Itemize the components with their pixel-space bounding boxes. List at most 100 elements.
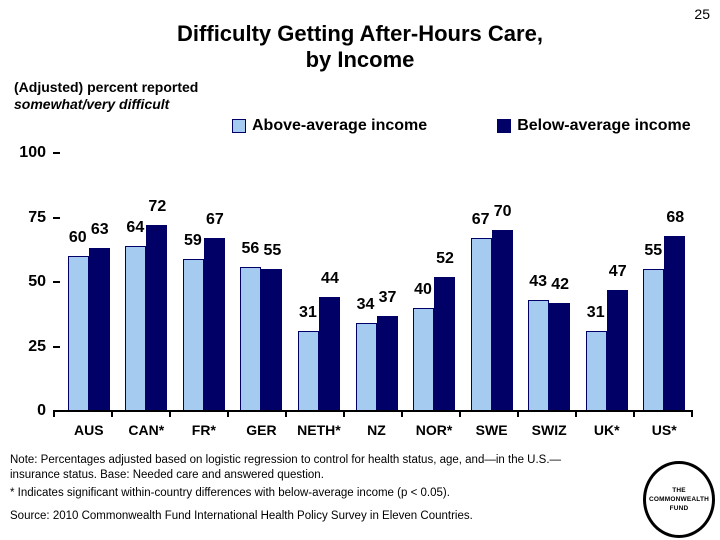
x-axis-ticks [53, 412, 693, 417]
bar-value-label: 47 [608, 262, 627, 280]
axis-caption: (Adjusted) percent reported somewhat/ver… [14, 79, 198, 113]
bar-above-average [240, 266, 262, 411]
bar-value-label: 42 [551, 275, 570, 293]
x-axis-line [53, 410, 693, 412]
x-axis-label: CAN* [128, 422, 165, 438]
x-tick-mark [691, 412, 693, 417]
bar-value-label: 31 [299, 304, 317, 322]
bar-group-nor: 40 52 [405, 153, 463, 411]
x-axis-label: UK* [593, 422, 620, 438]
x-axis-labels: AUS CAN* FR* GER NETH* NZ NOR* SWE SWIZ UK* US* [60, 422, 693, 438]
bar-group-uk: 31 47 [578, 153, 636, 411]
footnotes: Note: Percentages adjusted based on logi… [10, 453, 640, 524]
bar-value-label: 59 [183, 231, 202, 249]
commonwealth-fund-logo: THE COMMONWEALTH FUND [643, 461, 715, 538]
bar-above-average [67, 256, 89, 411]
y-tick-mark [53, 216, 60, 219]
bar-value-label: 55 [263, 242, 282, 260]
logo-line-2: COMMONWEALTH [648, 496, 710, 503]
bar-group-swiz: 43 42 [520, 153, 578, 411]
legend-swatch-above [232, 119, 246, 133]
bar-value-label: 72 [148, 198, 167, 216]
bar-above-average [182, 258, 204, 411]
legend-swatch-below [497, 119, 512, 133]
x-axis-label: SWE [475, 422, 508, 438]
x-tick-mark [575, 412, 577, 417]
x-axis-label: AUS [73, 422, 104, 438]
bar-group-neth: 31 44 [290, 153, 348, 411]
bar-value-label: 67 [205, 211, 224, 229]
bar-above-average [585, 331, 607, 411]
bar-group-aus: 60 63 [60, 153, 118, 411]
title-line-2: by Income [305, 47, 415, 72]
bar-group-fr: 59 67 [175, 153, 233, 411]
x-axis-label: NOR* [415, 422, 453, 438]
y-tick-mark [53, 152, 60, 154]
bar-value-label: 40 [414, 280, 432, 298]
bar-below-average [146, 225, 168, 411]
bar-group-us: 55 68 [635, 153, 693, 411]
source-note: Source: 2010 Commonwealth Fund Internati… [10, 510, 473, 522]
x-axis-label: FR* [191, 422, 216, 438]
legend-item-above-average: Above-average income [232, 117, 427, 135]
bar-value-label: 56 [241, 239, 260, 257]
subtitle-line-2: somewhat/very difficult [14, 96, 170, 112]
bar-group-swe: 67 70 [463, 153, 521, 411]
legend-label-below: Below-average income [517, 117, 691, 134]
bar-value-label: 44 [321, 270, 339, 288]
x-tick-mark [169, 412, 171, 417]
page-title: Difficulty Getting After-Hours Care, by … [0, 21, 720, 73]
page-number: 25 [694, 6, 710, 22]
x-axis-label: NZ [367, 422, 386, 438]
logo-line-3: FUND [669, 505, 689, 512]
bar-value-label: 68 [666, 208, 685, 226]
bar-above-average [297, 331, 319, 411]
y-axis-label: 25 [28, 337, 46, 355]
bar-value-label: 70 [493, 203, 512, 221]
x-tick-mark [517, 412, 519, 417]
x-tick-mark [111, 412, 113, 417]
bar-below-average [88, 248, 110, 411]
y-axis-label: 50 [28, 273, 46, 290]
y-tick-mark [53, 281, 60, 283]
bar-value-label: 60 [68, 229, 87, 247]
bar-above-average [470, 238, 492, 411]
x-tick-mark [285, 412, 287, 417]
bar-value-label: 34 [356, 296, 375, 314]
x-axis-label: US* [651, 422, 677, 438]
plot-area: 60 63 64 72 59 67 56 55 31 44 34 37 40 52 67 70 43 42 31 47… [60, 153, 693, 411]
bar-below-average [434, 276, 456, 411]
chart-legend: Above-average income Below-average incom… [232, 117, 691, 135]
bar-group-ger: 56 55 [233, 153, 291, 411]
bar-below-average [376, 315, 398, 411]
bar-chart: 60 63 64 72 59 67 56 55 31 44 34 37 40 52 67 70 43 42 31 47… [0, 145, 720, 450]
x-axis-label: SWIZ [531, 422, 567, 438]
asterisk-note: * Indicates significant within-country d… [10, 487, 450, 499]
bar-value-label: 31 [586, 304, 605, 322]
bar-above-average [355, 323, 377, 411]
bar-group-nz: 34 37 [348, 153, 406, 411]
bar-below-average [491, 230, 513, 411]
x-tick-mark [227, 412, 229, 417]
bar-below-average [203, 238, 225, 411]
note-line-1: Note: Percentages adjusted based on logi… [10, 454, 562, 466]
bar-value-label: 64 [126, 218, 145, 236]
note-line-2: insurance status. Base: Needed care and … [10, 469, 324, 481]
x-tick-mark [343, 412, 345, 417]
note-text: Note: Percentages adjusted based on logi… [10, 453, 640, 483]
y-axis-label: 100 [19, 144, 46, 161]
x-tick-mark [633, 412, 635, 417]
bar-below-average [606, 289, 628, 411]
x-tick-mark [459, 412, 461, 417]
bar-value-label: 63 [90, 221, 109, 239]
logo-line-1: THE [672, 487, 686, 494]
y-tick-mark [53, 345, 60, 348]
bar-above-average [528, 300, 550, 411]
bar-group-can: 64 72 [118, 153, 176, 411]
x-tick-mark [53, 412, 55, 417]
bar-below-average [549, 302, 571, 411]
subtitle-line-1: (Adjusted) percent reported [14, 79, 199, 95]
bar-below-average [664, 235, 686, 411]
bar-above-average [643, 269, 665, 411]
